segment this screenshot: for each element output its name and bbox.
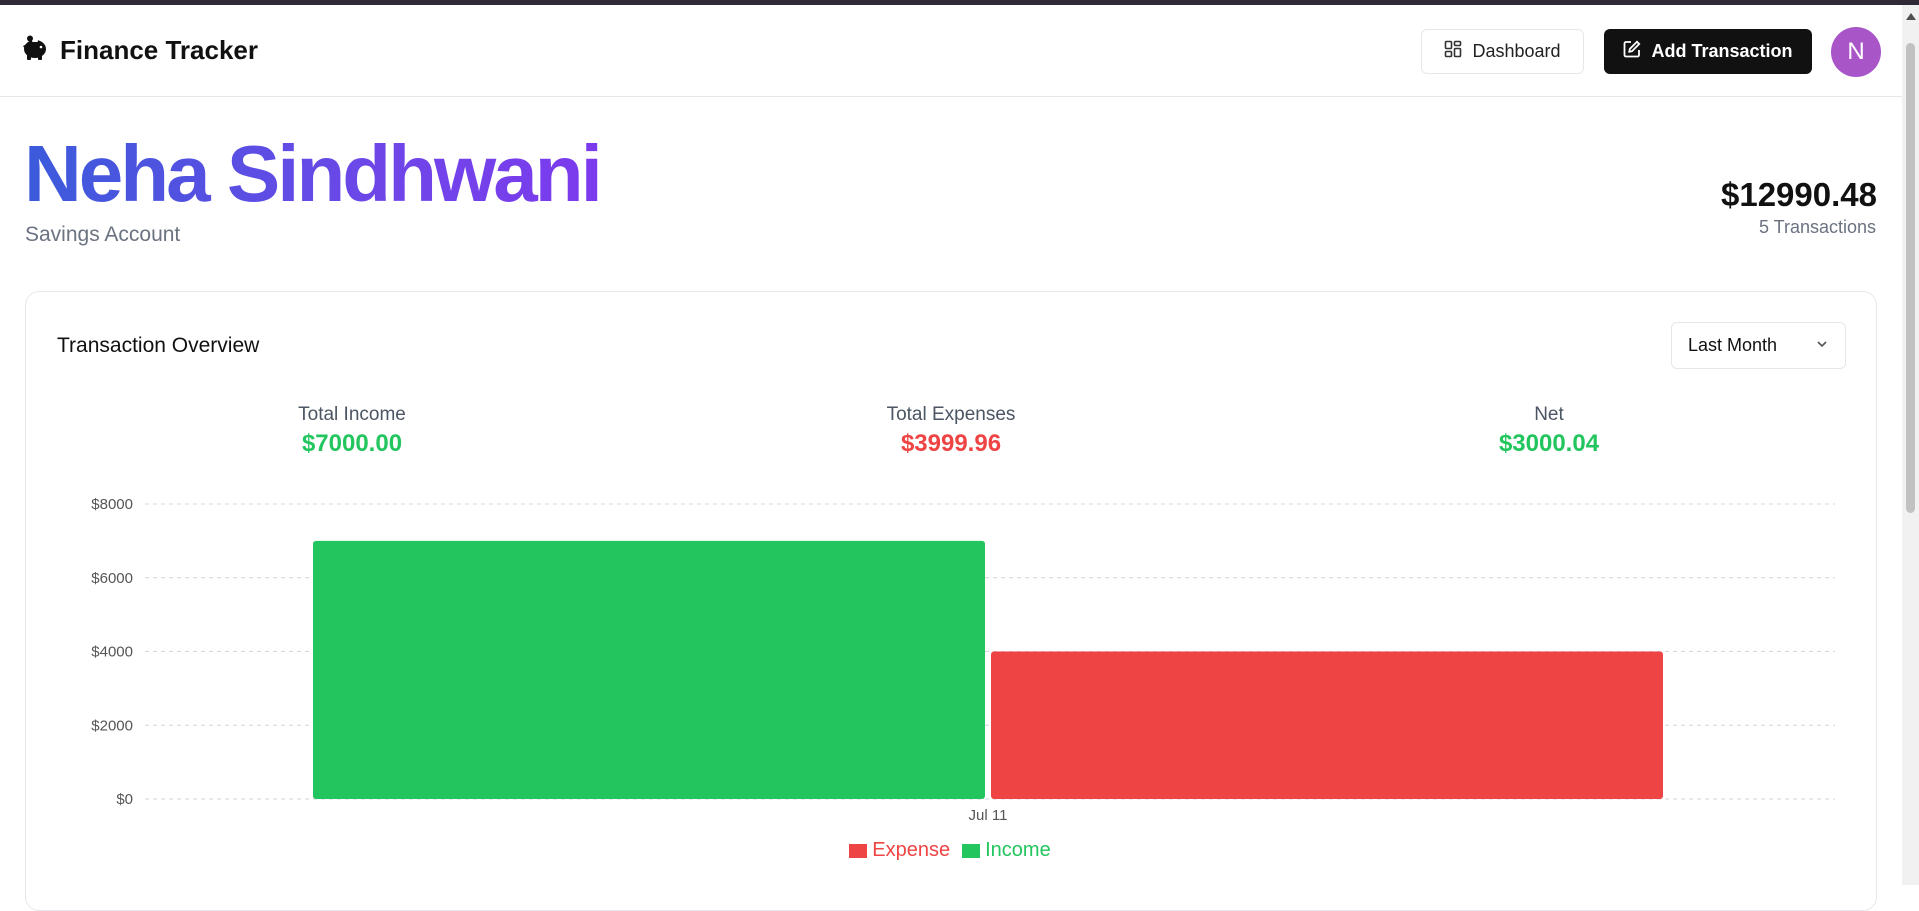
y-tick-label: $4000 — [91, 644, 133, 661]
account-type: Savings Account — [25, 223, 181, 246]
add-transaction-label: Add Transaction — [1651, 41, 1793, 61]
account-name: Neha Sindhwani — [24, 129, 603, 218]
y-tick-label: $6000 — [91, 570, 133, 587]
x-tick-label: Jul 11 — [969, 807, 1008, 824]
vertical-scrollbar[interactable] — [1902, 5, 1919, 885]
stat-value: $3000.04 — [1498, 430, 1600, 457]
y-tick-label: $0 — [116, 791, 133, 808]
y-tick-label: $2000 — [91, 717, 133, 734]
period-select-value: Last Month — [1688, 335, 1778, 355]
transaction-count: 5 Transactions — [1758, 217, 1876, 237]
stat-label: Net — [1534, 404, 1564, 425]
dashboard-button[interactable]: Dashboard — [1421, 29, 1584, 74]
legend-label: Income — [985, 839, 1051, 861]
add-transaction-button[interactable]: Add Transaction — [1604, 29, 1812, 74]
app-header: Finance Tracker Dashboard Add Transactio… — [0, 5, 1902, 97]
scrollbar-thumb[interactable] — [1906, 43, 1915, 513]
total-income-stat: Total Income $7000.00 — [202, 404, 502, 458]
transaction-bar-chart: $0 $2000 $4000 $6000 $8000 Jul 11 — [91, 496, 1835, 824]
legend-swatch — [962, 843, 981, 858]
y-tick-label: $8000 — [91, 496, 133, 513]
edit-icon — [1623, 40, 1641, 63]
legend-swatch — [849, 843, 868, 858]
chevron-down-icon — [1815, 335, 1829, 356]
total-expenses-stat: Total Expenses $3999.96 — [801, 404, 1101, 458]
app-title: Finance Tracker — [60, 35, 258, 65]
legend-item-income[interactable]: Income — [962, 839, 1051, 862]
period-select[interactable]: Last Month — [1671, 322, 1846, 369]
stat-label: Total Expenses — [886, 404, 1016, 425]
account-balance: $12990.48 — [1721, 176, 1877, 213]
piggy-bank-icon — [20, 35, 50, 66]
legend-item-expense[interactable]: Expense — [849, 839, 950, 862]
user-avatar[interactable]: N — [1831, 27, 1881, 77]
grid-icon — [1444, 40, 1462, 63]
dashboard-button-label: Dashboard — [1472, 41, 1561, 61]
stat-label: Total Income — [298, 404, 406, 425]
stat-value: $3999.96 — [900, 430, 1002, 457]
window-top-strip — [0, 0, 1919, 5]
brand[interactable]: Finance Tracker — [20, 35, 258, 66]
chart-legend: Expense Income — [0, 839, 1900, 862]
legend-label: Expense — [872, 839, 951, 861]
bar-expense — [991, 651, 1663, 799]
scroll-up-arrow[interactable] — [1906, 13, 1916, 20]
net-stat: Net $3000.04 — [1399, 404, 1699, 458]
bar-income — [313, 540, 985, 799]
stat-value: $7000.00 — [301, 430, 403, 457]
overview-title: Transaction Overview — [57, 334, 260, 357]
